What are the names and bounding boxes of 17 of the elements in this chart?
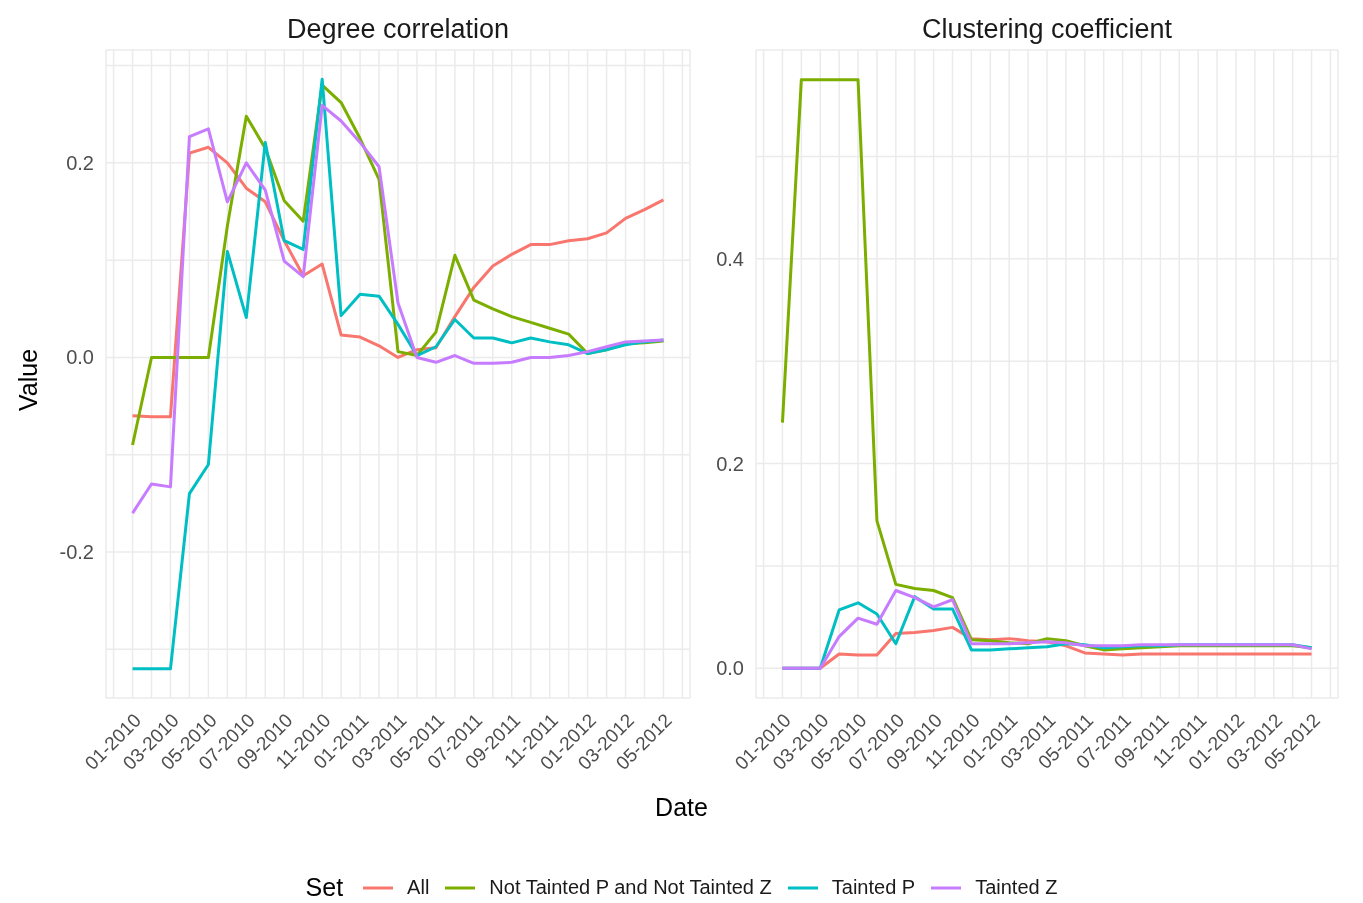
y-tick-label: 0.2 [66,151,94,174]
legend-label: Tainted Z [975,876,1058,899]
y-tick-label: 0.2 [716,452,744,475]
line-series [131,103,665,515]
y-tick-label: -0.2 [59,541,94,564]
legend-label: All [407,876,430,899]
legend-label: Tainted P [831,876,916,899]
y-tick-label: 0.0 [66,346,94,369]
legend-label: Not Tainted P and Not Tainted Z [489,876,772,899]
legend-title: Set [305,873,344,902]
chart-title: Clustering coefficient [920,14,1174,45]
y-tick-label: 0.4 [716,247,744,270]
y-axis-title: Value [13,348,43,412]
x-axis-title: Date [654,793,709,822]
line-series [131,77,665,671]
chart-title: Degree correlation [285,14,511,45]
y-tick-label: 0.0 [716,657,744,680]
